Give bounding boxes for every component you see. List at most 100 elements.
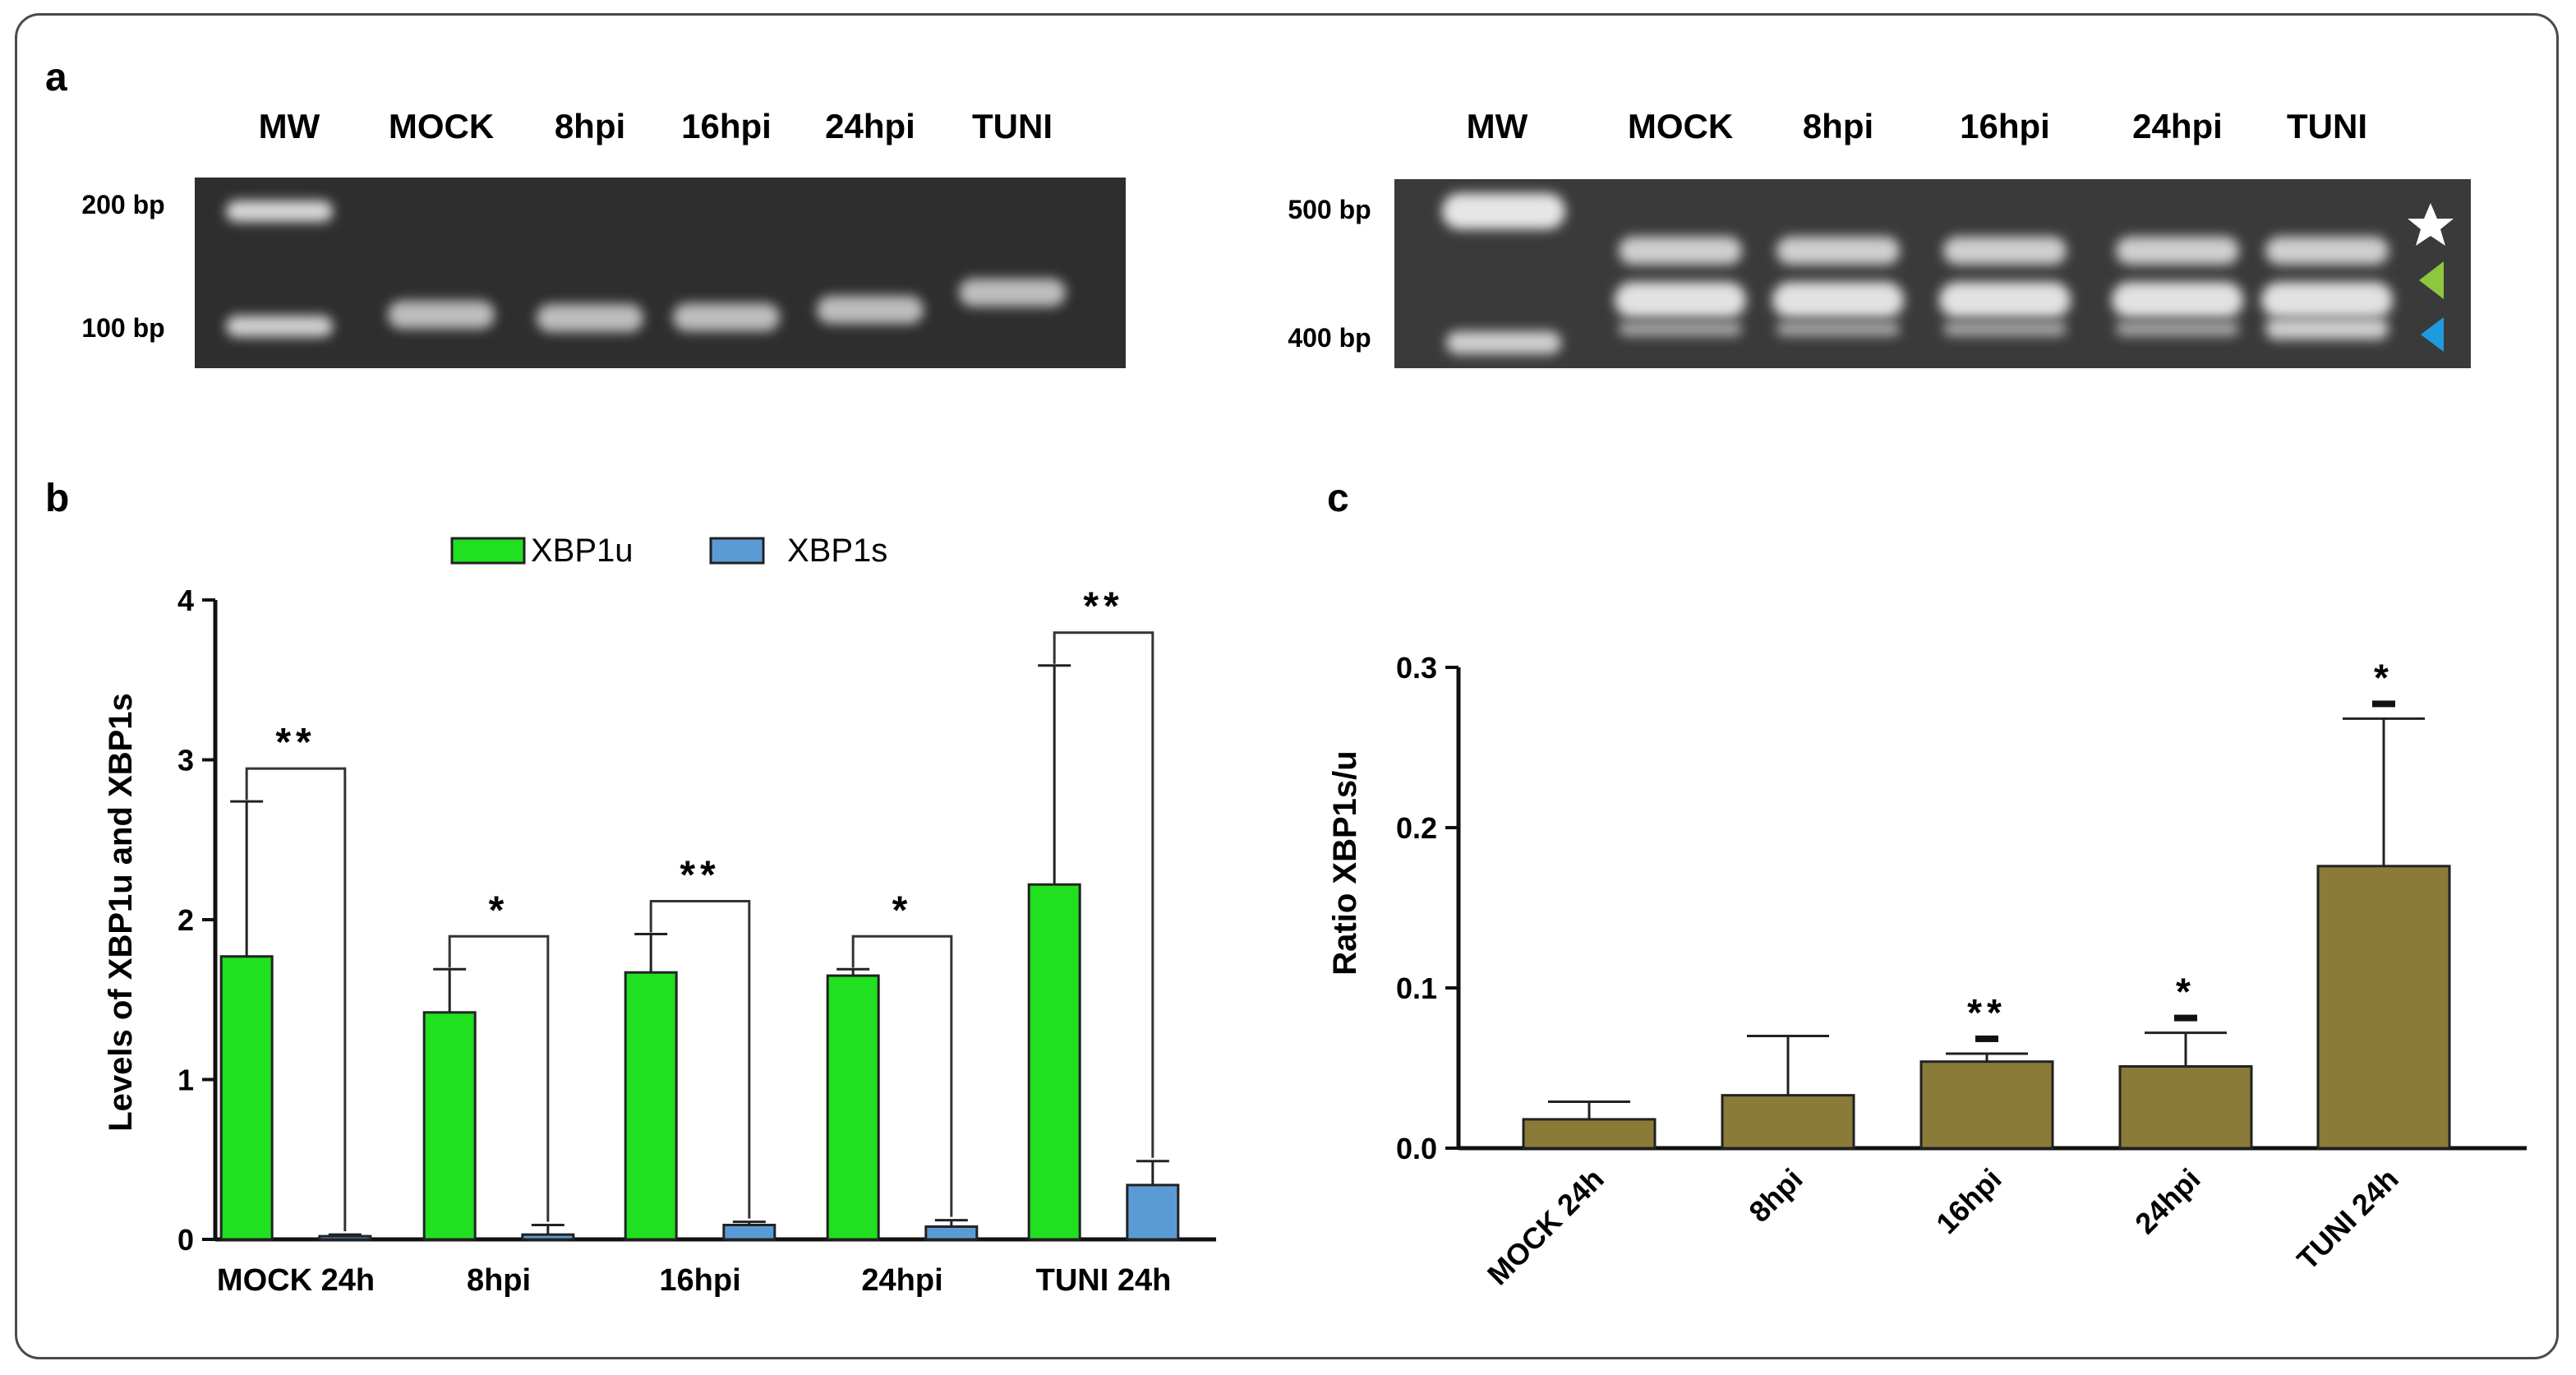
panel-label-b: b	[45, 477, 69, 520]
legend-label-xbp1u: XBP1u	[531, 533, 634, 569]
legend-swatch-xbp1u	[450, 537, 526, 565]
bar	[826, 974, 880, 1241]
chart-c-yticks: 0.0 0.1 0.2 0.3	[1396, 651, 1437, 1165]
x-tick-label: TUNI 24h	[2290, 1162, 2404, 1276]
legend-label-xbp1s: XBP1s	[787, 533, 887, 569]
x-tick-label: 16hpi	[1929, 1162, 2007, 1240]
chart-b-yticks: 0 1 2 3 4	[177, 584, 194, 1257]
significance-dash	[2174, 1014, 2197, 1022]
gel-right-lane-label: 24hpi	[2132, 107, 2223, 145]
gel-left-lane-label: MW	[259, 107, 320, 145]
x-tick-label: 16hpi	[659, 1263, 740, 1298]
x-tick-label: 8hpi	[1742, 1162, 1809, 1229]
gel-left-lane-label: 16hpi	[681, 107, 772, 145]
x-tick-label: 24hpi	[861, 1263, 942, 1298]
x-tick-label: 8hpi	[467, 1263, 531, 1298]
gel-right-lane-label: TUNI	[2287, 107, 2367, 145]
gel-left-marker-label: 200 bp	[81, 190, 164, 219]
bar	[2118, 1065, 2253, 1150]
y-tick-label: 0.0	[1396, 1132, 1437, 1165]
x-tick-label: MOCK 24h	[217, 1263, 375, 1298]
significance-bracket	[245, 767, 347, 1232]
bar	[722, 1223, 776, 1241]
white-star-icon	[2408, 203, 2454, 246]
chart-c-ylabel: Ratio XBP1s/u	[1327, 750, 1363, 975]
y-tick-label: 0.2	[1396, 811, 1437, 845]
bar	[924, 1225, 979, 1241]
significance-stars: *	[892, 888, 913, 932]
gel-left-lane-label: MOCK	[389, 107, 494, 145]
bar	[1919, 1060, 2054, 1150]
gel-left-marker-label: 100 bp	[81, 313, 164, 343]
bar	[422, 1011, 477, 1241]
bar	[219, 955, 274, 1241]
significance-bracket	[851, 934, 953, 1217]
chart-c-bars	[1522, 717, 2451, 1150]
gel-band	[2116, 237, 2239, 265]
y-tick-label: 0	[177, 1223, 194, 1257]
gel-right-bands	[1442, 193, 2393, 354]
gel-band	[1442, 193, 1565, 229]
bar	[624, 971, 678, 1241]
gel-right: MW MOCK 8hpi 16hpi 24hpi TUNI 500 bp 400…	[1288, 107, 2471, 368]
significance-bracket	[1053, 631, 1154, 1158]
gel-band	[1619, 321, 1742, 336]
chart-b-significance: ********	[245, 585, 1154, 1232]
gel-band	[1772, 282, 1904, 318]
gel-band	[2265, 237, 2389, 265]
y-tick-label: 4	[177, 584, 194, 617]
chart-c-significance: ** **	[1967, 656, 2395, 1042]
gel-right-marker-label: 500 bp	[1288, 195, 1371, 224]
gel-left-lane-label: 24hpi	[825, 107, 915, 145]
y-tick-label: 0.1	[1396, 971, 1437, 1005]
chart-b-ylabel: Levels of XBP1u and XBP1s	[103, 693, 139, 1132]
x-tick-label: TUNI 24h	[1036, 1263, 1172, 1298]
y-tick-label: 0.3	[1396, 651, 1437, 685]
gel-band	[1776, 237, 1900, 265]
chart-c-xticks: MOCK 24h 8hpi 16hpi 24hpi TUNI 24h	[1481, 1162, 2405, 1292]
chart-c: ** ** MOCK 24h 8hpi 16hpi 24hpi TUNI 24h 0.00…	[1327, 651, 2527, 1291]
gel-band	[1943, 237, 2067, 265]
x-tick-label: 24hpi	[2128, 1162, 2206, 1240]
chart-b-legend: XBP1u XBP1s	[450, 533, 887, 569]
bar	[1721, 1094, 1855, 1150]
significance-dash	[1975, 1035, 1998, 1042]
panel-label-c: c	[1327, 477, 1349, 520]
gel-right-marker-label: 400 bp	[1288, 323, 1371, 353]
gel-band	[2112, 282, 2243, 318]
y-tick-label: 1	[177, 1064, 194, 1097]
significance-bracket	[649, 900, 751, 1219]
gel-band	[2261, 282, 2393, 318]
significance-stars: **	[1083, 585, 1123, 629]
gel-right-lane-label: MOCK	[1628, 107, 1733, 145]
bar	[318, 1234, 372, 1241]
gel-left: MW MOCK 8hpi 16hpi 24hpi TUNI 200 bp 100…	[81, 107, 1126, 368]
significance-stars: *	[2176, 971, 2196, 1013]
gel-band	[1619, 237, 1742, 265]
gel-band	[388, 301, 495, 329]
panel-label-a: a	[45, 56, 67, 99]
gel-band	[817, 296, 924, 324]
bar	[1522, 1118, 1657, 1150]
gel-band	[673, 303, 780, 331]
chart-b-xticks: MOCK 24h 8hpi 16hpi 24hpi TUNI 24h	[217, 1263, 1171, 1298]
gel-band	[1939, 282, 2071, 318]
gel-band	[2265, 318, 2389, 339]
significance-stars: **	[680, 854, 720, 897]
significance-stars: *	[2374, 656, 2394, 699]
gel-left-background	[195, 178, 1126, 368]
gel-band	[959, 279, 1066, 307]
blue-arrowhead-icon	[2421, 317, 2444, 352]
gel-band	[1446, 331, 1561, 354]
gel-right-lane-label: MW	[1467, 107, 1528, 145]
significance-stars: **	[275, 721, 316, 764]
significance-bracket	[448, 934, 550, 1222]
bar	[1027, 883, 1081, 1241]
gel-band	[226, 201, 333, 222]
green-arrowhead-icon	[2419, 261, 2444, 299]
significance-stars: **	[1967, 991, 2007, 1034]
bar	[2316, 865, 2451, 1150]
chart-b-bars	[219, 664, 1180, 1241]
bar	[1126, 1184, 1180, 1241]
